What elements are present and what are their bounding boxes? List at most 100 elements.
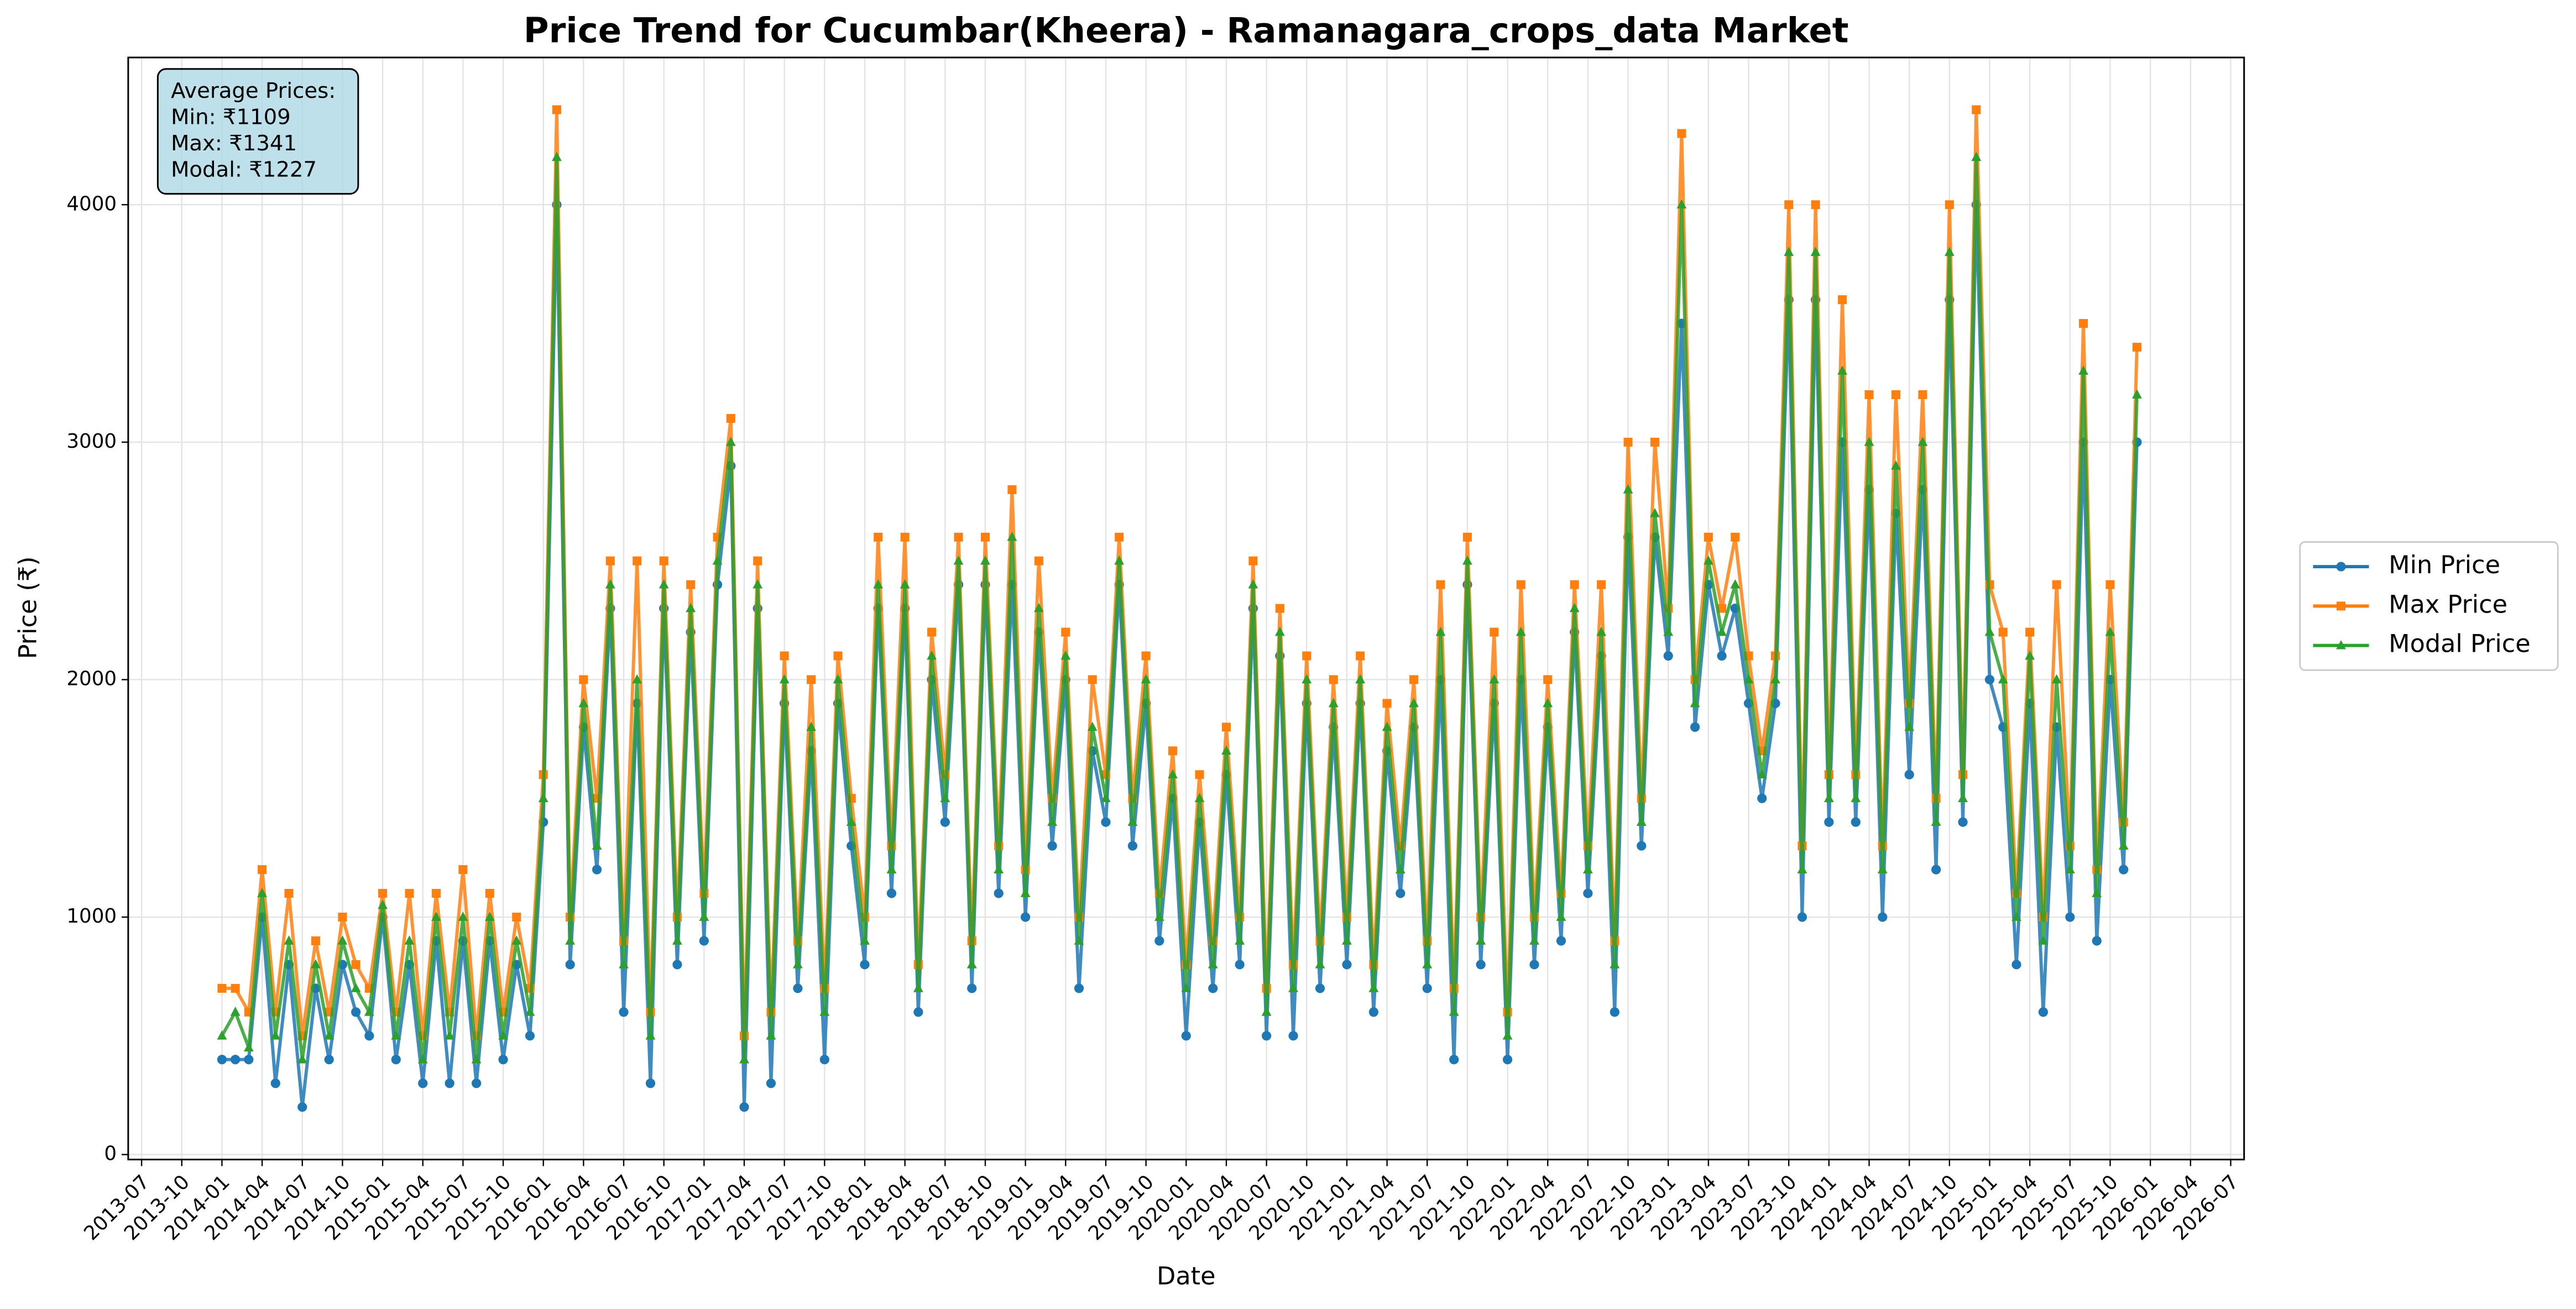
marker bbox=[1328, 698, 1339, 708]
marker bbox=[1703, 555, 1713, 565]
marker bbox=[1101, 817, 1111, 827]
marker bbox=[1918, 390, 1927, 400]
marker bbox=[1154, 912, 1164, 921]
marker bbox=[1368, 1007, 1378, 1017]
marker bbox=[1275, 604, 1284, 613]
marker bbox=[873, 579, 884, 589]
marker bbox=[1529, 935, 1539, 945]
marker bbox=[1556, 936, 1566, 946]
marker bbox=[1944, 247, 1955, 256]
marker bbox=[605, 579, 615, 589]
marker bbox=[1516, 580, 1525, 589]
marker bbox=[1302, 651, 1311, 661]
marker bbox=[1248, 579, 1258, 589]
marker bbox=[1248, 556, 1258, 566]
marker bbox=[1088, 675, 1097, 684]
marker bbox=[913, 1007, 923, 1017]
marker bbox=[1797, 864, 1807, 873]
annotation-text: Modal: ₹1227 bbox=[171, 157, 317, 182]
marker bbox=[753, 579, 763, 589]
marker bbox=[1087, 721, 1098, 731]
marker bbox=[244, 1055, 254, 1065]
marker bbox=[1610, 1007, 1619, 1017]
marker bbox=[1141, 651, 1151, 661]
marker bbox=[458, 912, 468, 921]
marker bbox=[1823, 793, 1834, 803]
marker bbox=[1543, 698, 1553, 708]
marker bbox=[1864, 437, 1874, 446]
marker bbox=[1730, 579, 1741, 589]
marker bbox=[2011, 912, 2021, 921]
marker bbox=[645, 1078, 656, 1088]
marker bbox=[270, 1030, 281, 1040]
marker bbox=[1074, 983, 1084, 993]
marker bbox=[726, 413, 735, 423]
marker bbox=[458, 865, 468, 875]
marker bbox=[793, 983, 803, 993]
marker bbox=[484, 912, 495, 921]
marker bbox=[592, 865, 602, 875]
marker bbox=[217, 983, 227, 993]
marker bbox=[1409, 698, 1419, 708]
marker bbox=[833, 674, 843, 684]
marker bbox=[1315, 983, 1325, 993]
marker bbox=[1101, 793, 1111, 803]
marker bbox=[753, 556, 762, 566]
marker bbox=[940, 793, 950, 803]
marker bbox=[1261, 1031, 1272, 1041]
marker bbox=[471, 1078, 482, 1088]
marker bbox=[2025, 627, 2035, 637]
marker bbox=[1971, 151, 1982, 161]
marker bbox=[2065, 912, 2075, 922]
marker bbox=[2079, 319, 2088, 328]
marker bbox=[1958, 793, 1968, 803]
y-tick-label: 0 bbox=[104, 1143, 117, 1165]
marker bbox=[833, 651, 843, 661]
marker bbox=[1127, 816, 1138, 826]
marker bbox=[1731, 532, 1740, 542]
marker bbox=[1436, 580, 1445, 589]
marker bbox=[712, 555, 723, 565]
marker bbox=[1047, 841, 1057, 851]
marker bbox=[1998, 627, 2008, 637]
marker bbox=[1221, 722, 1231, 732]
marker bbox=[1034, 556, 1043, 566]
marker bbox=[2118, 840, 2129, 850]
marker bbox=[1717, 651, 1727, 661]
marker bbox=[927, 627, 937, 637]
marker bbox=[284, 935, 294, 945]
marker bbox=[619, 1007, 629, 1017]
marker bbox=[605, 556, 615, 566]
y-tick-label: 4000 bbox=[66, 192, 117, 215]
marker bbox=[1396, 888, 1405, 898]
marker bbox=[498, 1030, 508, 1040]
marker bbox=[739, 1054, 749, 1064]
marker bbox=[324, 1030, 335, 1040]
marker bbox=[578, 698, 589, 708]
marker bbox=[980, 555, 990, 565]
marker bbox=[1650, 437, 1660, 447]
marker bbox=[1033, 603, 1044, 612]
marker bbox=[1637, 841, 1647, 851]
y-tick-label: 3000 bbox=[66, 430, 117, 453]
marker bbox=[1704, 532, 1713, 542]
marker bbox=[1074, 935, 1084, 945]
marker bbox=[766, 1078, 776, 1088]
marker bbox=[659, 556, 668, 566]
marker bbox=[1958, 817, 1968, 827]
marker bbox=[1824, 817, 1834, 827]
marker bbox=[1154, 936, 1164, 946]
marker bbox=[2105, 580, 2115, 589]
marker bbox=[1288, 983, 1298, 992]
marker bbox=[1127, 841, 1138, 851]
marker bbox=[565, 935, 576, 945]
marker bbox=[1757, 793, 1767, 803]
marker bbox=[1984, 674, 1995, 685]
marker bbox=[1060, 650, 1071, 660]
marker bbox=[431, 889, 441, 898]
marker bbox=[512, 913, 521, 922]
marker bbox=[1235, 960, 1245, 970]
marker bbox=[739, 1102, 749, 1112]
